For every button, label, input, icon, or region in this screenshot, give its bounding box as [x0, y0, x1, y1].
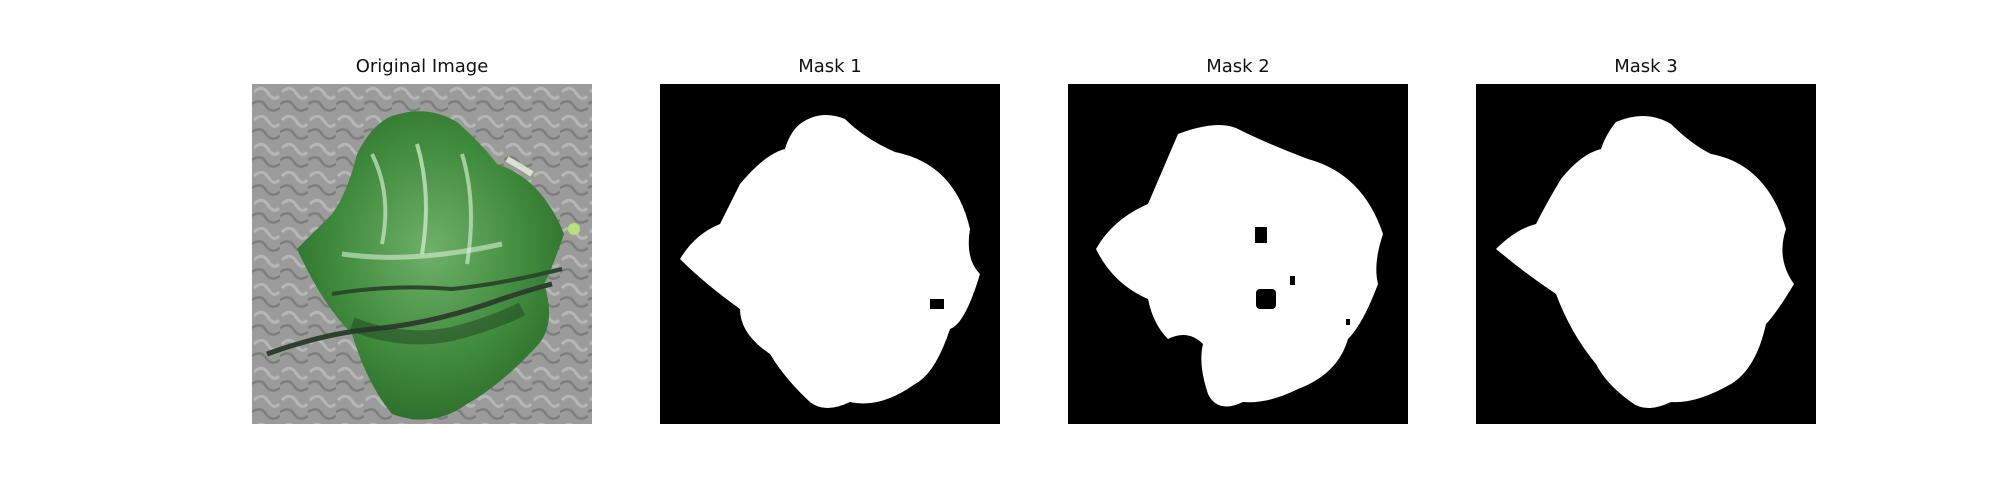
leaf-photo-icon [252, 84, 592, 424]
mask-shape-icon [660, 84, 1000, 424]
panel-title: Original Image [252, 56, 592, 78]
mask-2-image [1068, 84, 1408, 424]
original-image [252, 84, 592, 424]
mask-1-image [660, 84, 1000, 424]
panel-title: Mask 1 [660, 56, 1000, 78]
mask-shape-icon [1476, 84, 1816, 424]
mask-shape-icon [1068, 84, 1408, 424]
panel-title: Mask 2 [1068, 56, 1408, 78]
panel-title: Mask 3 [1476, 56, 1816, 78]
mask-3-image [1476, 84, 1816, 424]
